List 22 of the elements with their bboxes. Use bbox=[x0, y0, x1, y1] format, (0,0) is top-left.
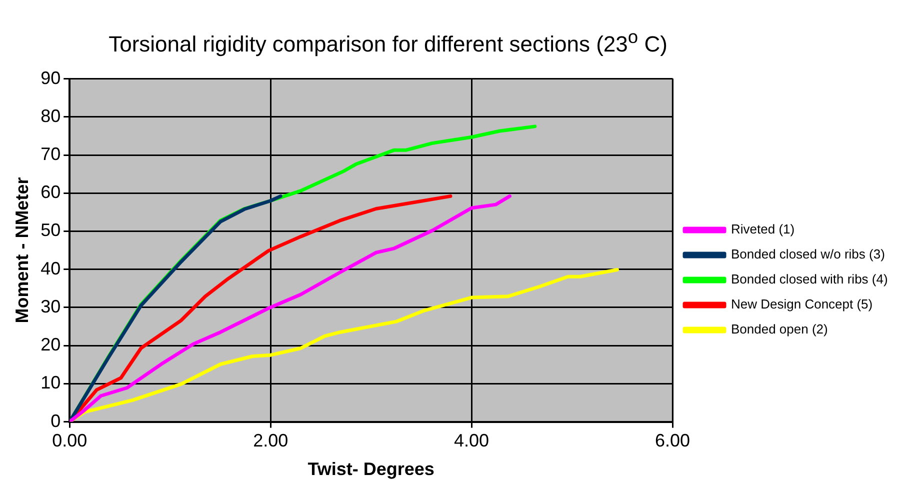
y-axis-title: Moment - NMeter bbox=[12, 178, 32, 324]
x-tick-label: 2.00 bbox=[253, 430, 288, 451]
x-axis-title: Twist- Degrees bbox=[308, 459, 434, 480]
y-tick-label: 60 bbox=[40, 182, 61, 202]
legend-label: Bonded closed w/o ribs (3) bbox=[731, 246, 885, 262]
y-tick-label: 0 bbox=[50, 411, 61, 432]
y-tick-label: 10 bbox=[40, 372, 61, 393]
x-tick-label: 4.00 bbox=[454, 430, 490, 451]
x-tick-label: 6.00 bbox=[654, 430, 690, 451]
legend-label: Riveted (1) bbox=[731, 222, 795, 237]
chart-title: Torsional rigidity comparison for different sections (23$^{o}$ C) bbox=[108, 25, 668, 58]
y-tick-label: 40 bbox=[40, 258, 61, 279]
legend-label: New Design Concept (5) bbox=[731, 296, 873, 312]
y-tick-label: 70 bbox=[40, 144, 61, 164]
x-tick-label: 0.00 bbox=[52, 430, 88, 451]
y-tick-label: 20 bbox=[40, 334, 61, 355]
legend-label: Bonded closed with ribs (4) bbox=[731, 272, 888, 287]
legend-label: Bonded open (2) bbox=[731, 322, 828, 337]
y-tick-label: 80 bbox=[40, 106, 61, 126]
y-tick-label: 30 bbox=[40, 296, 61, 317]
y-tick-label: 50 bbox=[40, 220, 61, 241]
y-tick-label: 90 bbox=[40, 68, 61, 88]
